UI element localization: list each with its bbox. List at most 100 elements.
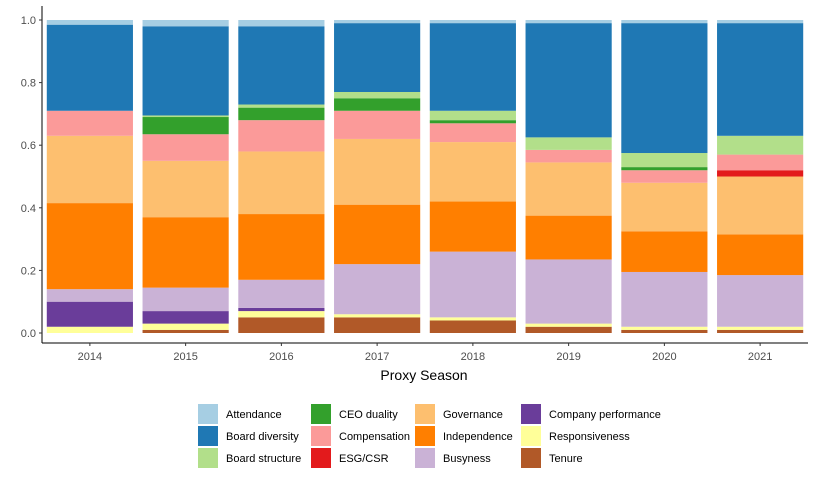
bar-segment-2014-responsiveness <box>46 326 133 333</box>
y-tick-label: 0.4 <box>21 203 36 215</box>
bar-segment-2019-busyness <box>525 259 612 324</box>
legend-key-ceo-duality <box>311 404 331 424</box>
y-tick-label: 0.8 <box>21 78 36 90</box>
bar-segment-2016-busyness <box>238 279 325 308</box>
bar-segment-2020-independence <box>621 231 708 272</box>
bar-segment-2021-governance <box>717 176 804 235</box>
bar-segment-2018-governance <box>429 142 516 202</box>
legend: Attendance Board diversity Board structure… <box>198 404 661 468</box>
y-tick-label: 0.2 <box>21 265 36 277</box>
x-tick-label: 2020 <box>652 351 676 363</box>
bar-segment-2019-board-diversity <box>525 23 612 138</box>
legend-key-board-structure <box>198 448 218 468</box>
axes-group: 0.0 0.2 0.4 0.6 0.8 1.0 2014 2015 2016 2017 2018 20… <box>21 6 808 363</box>
bar-segment-2021-busyness <box>717 275 804 327</box>
bar-segment-2015-responsiveness <box>142 323 229 330</box>
bar-segment-2017-busyness <box>334 264 421 315</box>
bar-segment-2020-ceo-duality <box>621 167 708 171</box>
bar-segment-2015-tenure <box>142 329 229 333</box>
bar-segment-2019-tenure <box>525 326 612 333</box>
bar-segment-2018-board-structure <box>429 110 516 121</box>
legend-label-company-performance: Company performance <box>549 409 661 421</box>
legend-key-responsiveness <box>521 426 541 446</box>
legend-key-compensation <box>311 426 331 446</box>
bar-segment-2021-board-diversity <box>717 23 804 136</box>
legend-label-attendance: Attendance <box>226 409 282 421</box>
legend-label-esg-csr: ESG/CSR <box>339 453 389 465</box>
bar-segment-2014-governance <box>46 135 133 204</box>
legend-label-responsiveness: Responsiveness <box>549 431 630 443</box>
legend-key-tenure <box>521 448 541 468</box>
legend-key-company-performance <box>521 404 541 424</box>
legend-key-esg-csr <box>311 448 331 468</box>
bar-segment-2017-independence <box>334 204 421 265</box>
x-tick-label: 2015 <box>173 351 197 363</box>
y-tick-label: 1.0 <box>21 15 36 27</box>
bar-segment-2016-ceo-duality <box>238 107 325 121</box>
bar-segment-2021-independence <box>717 234 804 276</box>
bar-segment-2014-board-diversity <box>46 24 133 111</box>
bar-segment-2021-compensation <box>717 154 804 171</box>
bar-segment-2016-independence <box>238 214 325 280</box>
bar-segment-2020-compensation <box>621 170 708 183</box>
legend-label-ceo-duality: CEO duality <box>339 409 398 421</box>
bar-segment-2019-governance <box>525 162 612 216</box>
legend-key-board-diversity <box>198 426 218 446</box>
x-tick-label: 2019 <box>556 351 580 363</box>
bar-segment-2021-attendance <box>717 20 804 24</box>
bar-segment-2020-attendance <box>621 20 708 24</box>
bar-segment-2014-busyness <box>46 289 133 302</box>
bar-segment-2014-compensation <box>46 110 133 136</box>
bar-segment-2017-responsiveness <box>334 314 421 318</box>
bar-segment-2018-board-diversity <box>429 23 516 111</box>
bar-segment-2015-independence <box>142 217 229 288</box>
bar-segment-2017-governance <box>334 138 421 205</box>
x-tick-label: 2014 <box>78 351 102 363</box>
legend-label-compensation: Compensation <box>339 431 410 443</box>
bar-segment-2021-board-structure <box>717 135 804 155</box>
bar-segment-2015-board-diversity <box>142 26 229 116</box>
bar-segment-2018-attendance <box>429 20 516 24</box>
x-tick-label: 2018 <box>461 351 485 363</box>
bar-segment-2017-compensation <box>334 110 421 139</box>
legend-label-board-structure: Board structure <box>226 453 301 465</box>
legend-key-governance <box>415 404 435 424</box>
bar-segment-2021-tenure <box>717 329 804 333</box>
legend-label-independence: Independence <box>443 431 513 443</box>
bar-segment-2018-responsiveness <box>429 317 516 321</box>
x-tick-label: 2021 <box>748 351 772 363</box>
legend-key-busyness <box>415 448 435 468</box>
bar-segment-2016-compensation <box>238 120 325 152</box>
bar-segment-2018-busyness <box>429 251 516 318</box>
bar-segment-2021-responsiveness <box>717 326 804 330</box>
x-tick-label: 2017 <box>365 351 389 363</box>
legend-label-tenure: Tenure <box>549 453 583 465</box>
bar-segment-2017-attendance <box>334 20 421 24</box>
y-tick-label: 0.6 <box>21 140 36 152</box>
x-tick-label: 2016 <box>269 351 293 363</box>
bar-segment-2017-board-structure <box>334 91 421 99</box>
legend-key-independence <box>415 426 435 446</box>
bar-segment-2018-ceo-duality <box>429 120 516 124</box>
bar-segment-2019-attendance <box>525 20 612 24</box>
bar-segment-2016-company-performance <box>238 307 325 312</box>
bar-segment-2020-busyness <box>621 271 708 327</box>
bar-segment-2020-board-diversity <box>621 23 708 154</box>
bar-segment-2015-busyness <box>142 287 229 312</box>
bar-segment-2018-tenure <box>429 320 516 333</box>
bar-segment-2020-tenure <box>621 329 708 333</box>
bar-segment-2016-board-structure <box>238 104 325 108</box>
bar-segment-2015-governance <box>142 160 229 218</box>
bar-segment-2020-responsiveness <box>621 326 708 330</box>
bar-segment-2015-attendance <box>142 20 229 27</box>
legend-label-busyness: Busyness <box>443 453 491 465</box>
legend-key-attendance <box>198 404 218 424</box>
bar-segment-2015-compensation <box>142 134 229 161</box>
bar-segment-2020-board-structure <box>621 153 708 168</box>
bar-segment-2016-governance <box>238 151 325 215</box>
x-axis-title: Proxy Season <box>380 367 467 383</box>
bar-segment-2019-independence <box>525 215 612 260</box>
bar-segment-2014-attendance <box>46 20 133 25</box>
bar-segment-2017-ceo-duality <box>334 98 421 111</box>
